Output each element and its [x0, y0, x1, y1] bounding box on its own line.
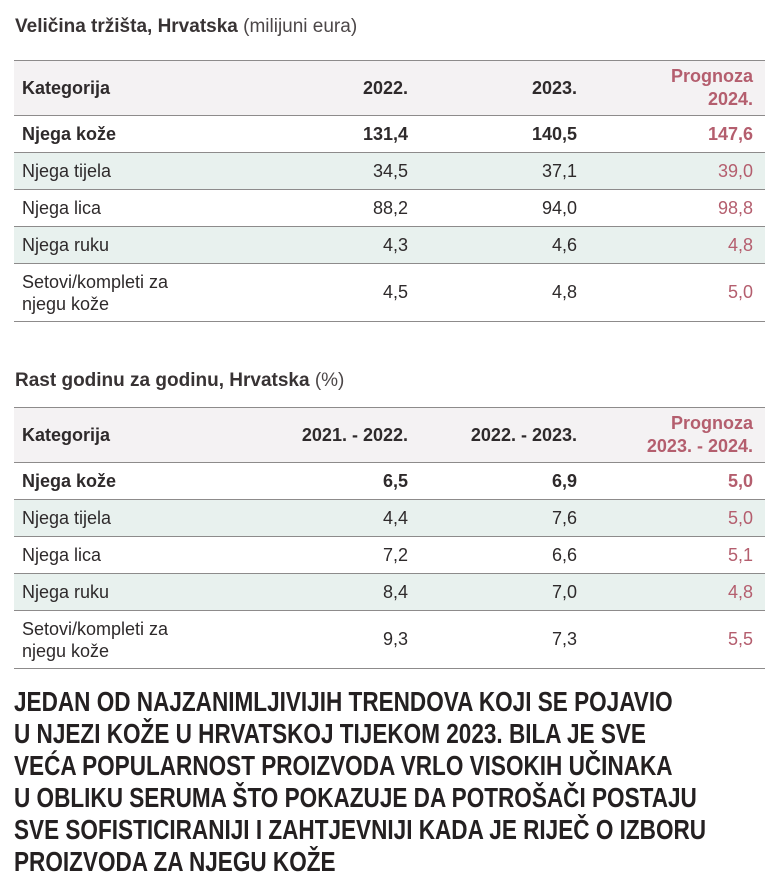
value-2022: 4,5: [194, 263, 408, 322]
value-growth-b: 7,6: [408, 499, 577, 537]
row-category: Njega lica: [14, 536, 194, 574]
value-2022: 131,4: [194, 115, 408, 153]
summary-line: VEĆA POPULARNOST PROIZVODA VRLO VISOKIH …: [14, 750, 673, 781]
market-col-2023: 2023.: [408, 60, 577, 116]
value-forecast: 39,0: [577, 152, 765, 190]
value-2022: 88,2: [194, 189, 408, 227]
value-forecast: 5,0: [577, 263, 765, 322]
value-2023: 37,1: [408, 152, 577, 190]
row-category: Njega ruku: [14, 573, 194, 611]
value-forecast: 147,6: [577, 115, 765, 153]
table-row: Njega ruku 4,3 4,6 4,8: [14, 226, 765, 264]
table-row: Setovi/kompleti za njegu kože 4,5 4,8 5,…: [14, 263, 765, 322]
value-growth-a: 9,3: [194, 610, 408, 669]
growth-col-prognoza-line2: 2023. - 2024.: [646, 436, 753, 456]
row-category: Njega kože: [14, 462, 194, 500]
growth-table-header-row: Kategorija 2021. - 2022. 2022. - 2023. P…: [14, 407, 765, 463]
summary-line: U NJEZI KOŽE U HRVATSKOJ TIJEKOM 2023. B…: [14, 718, 646, 749]
market-col-prognoza-line1: Prognoza: [670, 66, 753, 86]
row-category: Njega lica: [14, 189, 194, 227]
table-row: Njega tijela 34,5 37,1 39,0: [14, 152, 765, 190]
growth-table-title-text: Rast godinu za godinu, Hrvatska: [15, 370, 310, 391]
row-category: Njega tijela: [14, 499, 194, 537]
value-2023: 4,6: [408, 226, 577, 264]
value-forecast: 4,8: [577, 226, 765, 264]
summary-line: U OBLIKU SERUMA ŠTO POKAZUJE DA POTROŠAČ…: [14, 782, 697, 813]
summary-line: PROIZVODA ZA NJEGU KOŽE: [14, 846, 336, 875]
table-row: Njega kože 131,4 140,5 147,6: [14, 115, 765, 153]
value-forecast: 5,0: [577, 499, 765, 537]
market-col-prognoza-line2: 2024.: [707, 89, 753, 109]
summary-line: JEDAN OD NAJZANIMLJIVIJIH TRENDOVA KOJI …: [14, 686, 673, 717]
row-category: Njega ruku: [14, 226, 194, 264]
value-forecast: 5,0: [577, 462, 765, 500]
value-forecast: 98,8: [577, 189, 765, 227]
market-size-table: Kategorija 2022. 2023. Prognoza 2024. Nj…: [14, 60, 765, 322]
table-row: Njega lica 7,2 6,6 5,1: [14, 536, 765, 574]
row-category: Njega tijela: [14, 152, 194, 190]
market-table-title: Veličina tržišta, Hrvatska (milijuni eur…: [15, 14, 765, 40]
market-table-header-row: Kategorija 2022. 2023. Prognoza 2024.: [14, 60, 765, 116]
table-row: Njega lica 88,2 94,0 98,8: [14, 189, 765, 227]
value-forecast: 5,1: [577, 536, 765, 574]
growth-table-unit: (%): [314, 370, 345, 391]
growth-col-prognoza: Prognoza 2023. - 2024.: [577, 407, 765, 463]
summary-line: SVE SOFISTICIRANIJI I ZAHTJEVNIJI KADA J…: [14, 814, 707, 845]
row-category: Setovi/kompleti za njegu kože: [14, 263, 194, 322]
value-2023: 4,8: [408, 263, 577, 322]
value-growth-a: 7,2: [194, 536, 408, 574]
value-growth-b: 6,6: [408, 536, 577, 574]
value-growth-b: 7,3: [408, 610, 577, 669]
value-forecast: 5,5: [577, 610, 765, 669]
value-2022: 4,3: [194, 226, 408, 264]
market-col-2022: 2022.: [194, 60, 408, 116]
growth-col-kategorija: Kategorija: [14, 407, 194, 463]
value-2022: 34,5: [194, 152, 408, 190]
value-2023: 140,5: [408, 115, 577, 153]
table-row: Njega ruku 8,4 7,0 4,8: [14, 573, 765, 611]
growth-col-2022-2023: 2022. - 2023.: [408, 407, 577, 463]
value-forecast: 4,8: [577, 573, 765, 611]
row-category: Setovi/kompleti za njegu kože: [14, 610, 194, 669]
market-col-prognoza: Prognoza 2024.: [577, 60, 765, 116]
growth-col-prognoza-line1: Prognoza: [670, 413, 753, 433]
growth-col-2021-2022: 2021. - 2022.: [194, 407, 408, 463]
market-table-unit: (milijuni eura): [243, 16, 358, 37]
summary-paragraph: JEDAN OD NAJZANIMLJIVIJIH TRENDOVA KOJI …: [14, 686, 764, 875]
table-row: Njega kože 6,5 6,9 5,0: [14, 462, 765, 500]
value-growth-b: 7,0: [408, 573, 577, 611]
value-growth-b: 6,9: [408, 462, 577, 500]
value-2023: 94,0: [408, 189, 577, 227]
value-growth-a: 4,4: [194, 499, 408, 537]
growth-table-title: Rast godinu za godinu, Hrvatska (%): [15, 368, 765, 394]
table-row: Setovi/kompleti za njegu kože 9,3 7,3 5,…: [14, 610, 765, 669]
market-table-title-text: Veličina tržišta, Hrvatska: [15, 16, 238, 37]
value-growth-a: 8,4: [194, 573, 408, 611]
table-row: Njega tijela 4,4 7,6 5,0: [14, 499, 765, 537]
row-category: Njega kože: [14, 115, 194, 153]
market-col-kategorija: Kategorija: [14, 60, 194, 116]
growth-table: Kategorija 2021. - 2022. 2022. - 2023. P…: [14, 407, 765, 669]
value-growth-a: 6,5: [194, 462, 408, 500]
